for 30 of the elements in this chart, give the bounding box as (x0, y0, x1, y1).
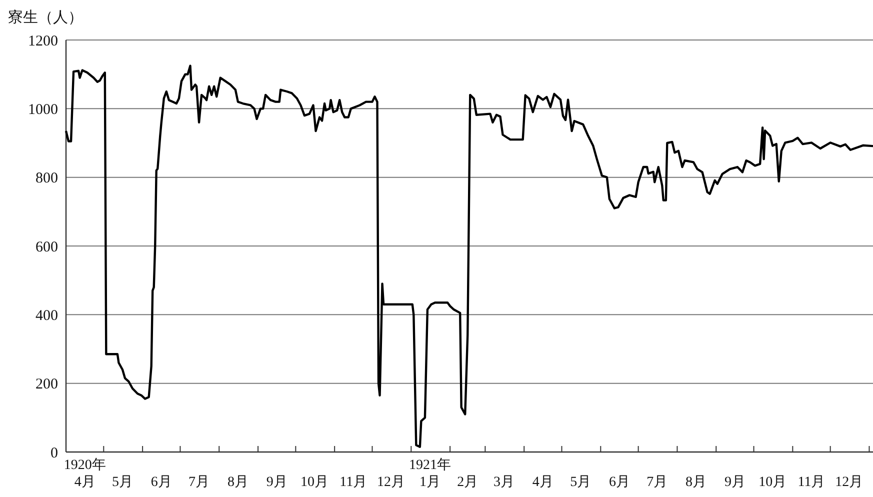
x-tick-label: 9月 (724, 475, 746, 490)
x-tick-label: 7月 (646, 475, 668, 490)
x-tick-label: 6月 (150, 475, 172, 490)
x-tick-label: 10月 (300, 475, 328, 490)
x-tick-label: 12月 (377, 475, 406, 490)
y-tick-label: 1000 (28, 102, 58, 118)
y-tick-label: 600 (36, 239, 58, 256)
x-tick-label: 4月 (532, 475, 554, 490)
x-tick-label: 8月 (686, 475, 707, 490)
x-tick-label: 5月 (112, 475, 133, 490)
x-tick-label: 6月 (608, 475, 630, 490)
x-tick-label: 12月 (835, 475, 864, 490)
y-tick-label: 1200 (28, 33, 58, 50)
y-tick-label: 800 (36, 170, 58, 187)
x-tick-label: 11月 (798, 475, 826, 490)
x-tick-label: 2月 (457, 475, 478, 490)
x-tick-label: 5月 (570, 475, 592, 490)
x-tick-label: 9月 (266, 475, 288, 490)
line-series (64, 64, 873, 448)
x-tick-label: 7月 (188, 475, 210, 490)
y-axis-title: 寮生（人） (8, 9, 83, 26)
x-tick-label: 1920年 4月 (64, 457, 106, 490)
x-tick-label: 10月 (758, 475, 787, 490)
x-tick-label: 1921年 1月 (408, 457, 451, 490)
x-tick-label: 8月 (227, 475, 248, 490)
x-tick-label: 11月 (340, 475, 368, 490)
y-tick-label: 200 (36, 376, 58, 393)
y-tick-label: 0 (50, 445, 58, 462)
y-tick-label: 400 (36, 308, 58, 324)
x-tick-label: 3月 (494, 475, 515, 490)
